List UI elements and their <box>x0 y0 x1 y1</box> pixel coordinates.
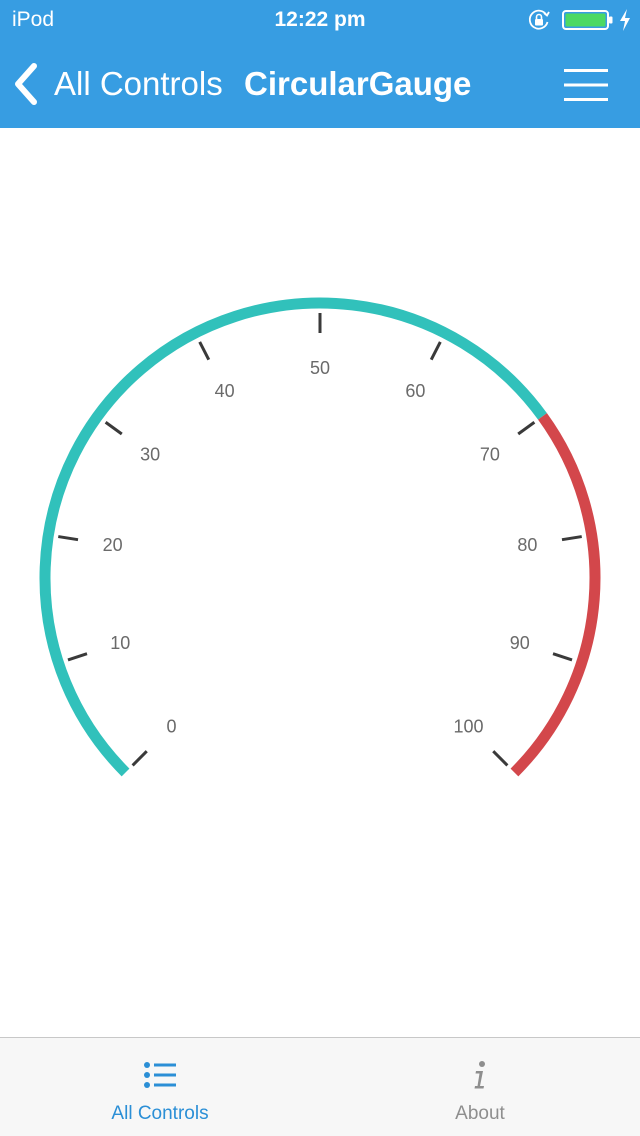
gauge-label-80: 80 <box>517 535 537 555</box>
gauge-tick-30 <box>104 421 123 436</box>
gauge-container: 0 10 20 30 40 50 60 70 80 90 100 <box>0 128 640 1038</box>
circular-gauge: 0 10 20 30 40 50 60 70 80 90 100 <box>39 297 601 777</box>
status-time: 12:22 pm <box>274 8 366 31</box>
tab-all-controls[interactable]: All Controls <box>0 1038 320 1136</box>
status-bar: iPod 12:22 pm <box>0 0 640 40</box>
back-button[interactable]: All Controls <box>10 58 223 110</box>
gauge-tick-70 <box>517 421 536 436</box>
list-icon <box>144 1062 176 1088</box>
charging-bolt-icon <box>620 9 630 31</box>
back-button-label: All Controls <box>54 65 223 102</box>
gauge-tick-90 <box>552 652 573 662</box>
tab-all-controls-label: All Controls <box>111 1103 209 1124</box>
gauge-ranges <box>39 297 601 777</box>
battery-icon <box>562 10 613 30</box>
gauge-tick-10 <box>67 652 88 662</box>
carrier-label: iPod <box>12 8 55 31</box>
tab-about[interactable]: About <box>320 1038 640 1136</box>
gauge-label-70: 70 <box>480 445 500 465</box>
gauge-tick-100 <box>492 750 509 767</box>
gauge-label-40: 40 <box>215 381 235 401</box>
gauge-tick-20 <box>58 535 79 542</box>
gauge-tick-40 <box>198 341 211 361</box>
gauge-label-60: 60 <box>405 381 425 401</box>
gauge-label-50: 50 <box>310 358 330 378</box>
gauge-label-100: 100 <box>453 716 483 736</box>
gauge-label-0: 0 <box>166 716 176 736</box>
gauge-tick-80 <box>561 535 582 542</box>
tab-about-label: About <box>455 1103 505 1124</box>
gauge-range-0 <box>39 297 547 777</box>
gauge-label-30: 30 <box>140 445 160 465</box>
info-icon <box>474 1061 485 1089</box>
orientation-lock-icon <box>528 9 550 30</box>
gauge-tick-60 <box>429 341 442 361</box>
gauge-tick-0 <box>131 750 148 767</box>
chevron-left-icon <box>15 63 37 105</box>
hamburger-menu-icon[interactable] <box>560 66 612 104</box>
gauge-range-1 <box>510 413 601 777</box>
tab-bar: All Controls About <box>0 1037 640 1136</box>
top-bar: iPod 12:22 pm All Cont <box>0 0 640 128</box>
gauge-label-90: 90 <box>510 633 530 653</box>
page-title: CircularGauge <box>244 65 472 102</box>
gauge-label-20: 20 <box>103 535 123 555</box>
gauge-labels: 0 10 20 30 40 50 60 70 80 90 100 <box>103 358 538 736</box>
gauge-ticks <box>58 313 582 767</box>
navigation-bar: All Controls CircularGauge <box>0 40 640 128</box>
gauge-label-10: 10 <box>110 633 130 653</box>
